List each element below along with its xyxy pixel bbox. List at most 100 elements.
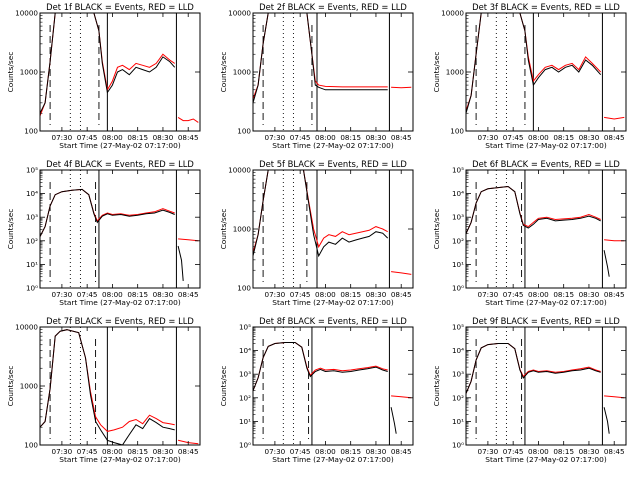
x-tick-label: 08:00 <box>528 133 549 142</box>
x-tick-label: 08:30 <box>153 133 174 142</box>
y-tick-label: 10⁵ <box>26 166 38 175</box>
x-tick-label: 08:15 <box>340 133 361 142</box>
x-tick-label: 07:30 <box>52 447 73 456</box>
x-tick-label: 08:00 <box>528 290 549 299</box>
x-tick-label: 08:30 <box>153 290 174 299</box>
panel-title: Det 9f BLACK = Events, RED = LLD <box>472 316 620 326</box>
y-tick-label: 10³ <box>239 370 251 379</box>
x-tick-label: 07:45 <box>503 133 524 142</box>
y-tick-label: 10⁵ <box>452 166 464 175</box>
events-series-line <box>466 185 610 277</box>
x-tick-label: 08:30 <box>579 290 600 299</box>
y-tick-label: 1000 <box>233 68 252 77</box>
x-tick-label: 07:30 <box>265 447 286 456</box>
y-tick-label: 10000 <box>441 9 464 18</box>
y-axis-label: Counts/sec <box>432 209 441 250</box>
y-tick-label: 10² <box>26 236 38 245</box>
x-tick-label: 08:15 <box>340 290 361 299</box>
y-axis-label: Counts/sec <box>6 366 15 407</box>
plot-frame <box>465 326 627 446</box>
events-series-line <box>40 13 180 131</box>
x-tick-label: 08:00 <box>315 290 336 299</box>
y-tick-label: 10² <box>239 393 251 402</box>
lld-series-line <box>253 170 412 275</box>
y-tick-label: 100 <box>450 127 464 136</box>
x-tick-label: 08:30 <box>366 447 387 456</box>
x-tick-label: 07:45 <box>503 290 524 299</box>
panel-title: Det 2f BLACK = Events, RED = LLD <box>259 2 407 12</box>
x-tick-label: 08:15 <box>127 133 148 142</box>
x-tick-label: 08:00 <box>102 133 123 142</box>
y-axis-label: Counts/sec <box>6 52 15 93</box>
x-tick-label: 08:30 <box>366 290 387 299</box>
x-tick-label: 08:45 <box>178 447 199 456</box>
y-tick-label: 10⁰ <box>452 441 464 450</box>
y-tick-label: 10³ <box>452 213 464 222</box>
x-tick-label: 08:30 <box>366 133 387 142</box>
y-tick-label: 10³ <box>26 213 38 222</box>
panel-6: Det 6f BLACK = Events, RED = LLD 07:30 07:… <box>432 159 627 307</box>
y-tick-label: 10000 <box>15 323 38 332</box>
x-tick-label: 08:15 <box>340 447 361 456</box>
events-series-line <box>40 329 184 445</box>
x-tick-label: 08:45 <box>604 447 625 456</box>
x-axis-label: Start Time (27-May-02 07:17:00) <box>272 455 394 464</box>
events-series-line <box>40 188 184 281</box>
x-axis-label: Start Time (27-May-02 07:17:00) <box>272 298 394 307</box>
x-tick-label: 08:45 <box>178 290 199 299</box>
y-tick-label: 1000 <box>446 68 465 77</box>
events-series-line <box>466 13 606 131</box>
panel-title: Det 5f BLACK = Events, RED = LLD <box>259 159 407 169</box>
x-tick-label: 08:15 <box>553 133 574 142</box>
y-tick-label: 10⁰ <box>26 284 38 293</box>
x-tick-label: 07:45 <box>77 447 98 456</box>
y-tick-label: 100 <box>237 127 251 136</box>
x-axis-label: Start Time (27-May-02 07:17:00) <box>485 455 607 464</box>
x-tick-label: 08:30 <box>579 133 600 142</box>
x-tick-label: 08:00 <box>315 447 336 456</box>
plot-frame <box>465 169 627 289</box>
y-tick-label: 10² <box>452 393 464 402</box>
y-tick-label: 1000 <box>20 68 39 77</box>
x-tick-label: 08:45 <box>391 290 412 299</box>
panel-title: Det 3f BLACK = Events, RED = LLD <box>472 2 620 12</box>
x-tick-label: 07:30 <box>52 133 73 142</box>
x-tick-label: 08:00 <box>528 447 549 456</box>
events-series-line <box>253 13 388 103</box>
y-tick-label: 10⁴ <box>239 346 251 355</box>
y-tick-label: 100 <box>237 284 251 293</box>
y-tick-label: 10¹ <box>26 260 38 269</box>
x-tick-label: 07:30 <box>265 290 286 299</box>
x-tick-label: 07:30 <box>265 133 286 142</box>
y-tick-label: 10⁴ <box>452 346 464 355</box>
panel-9: Det 9f BLACK = Events, RED = LLD 07:30 07:… <box>432 316 627 464</box>
y-axis-label: Counts/sec <box>432 366 441 407</box>
x-tick-label: 07:45 <box>290 447 311 456</box>
x-tick-label: 08:15 <box>127 447 148 456</box>
lld-series-line <box>466 13 625 120</box>
y-tick-label: 10000 <box>15 9 38 18</box>
x-axis-label: Start Time (27-May-02 07:17:00) <box>59 298 181 307</box>
panel-title: Det 1f BLACK = Events, RED = LLD <box>46 2 194 12</box>
panel-3: Det 3f BLACK = Events, RED = LLD 07:30 07:… <box>432 2 627 150</box>
y-tick-label: 1000 <box>233 225 252 234</box>
y-tick-label: 10¹ <box>452 417 464 426</box>
plot-frame <box>39 169 201 289</box>
y-axis-label: Counts/sec <box>219 209 228 250</box>
x-tick-label: 08:00 <box>315 133 336 142</box>
y-axis-label: Counts/sec <box>219 366 228 407</box>
plot-frame <box>252 326 414 446</box>
y-axis-label: Counts/sec <box>432 52 441 93</box>
x-tick-label: 07:45 <box>290 290 311 299</box>
panel-1: Det 1f BLACK = Events, RED = LLD 07:30 07:… <box>6 2 201 150</box>
panel-2: Det 2f BLACK = Events, RED = LLD 07:30 07:… <box>219 2 414 150</box>
x-tick-label: 07:45 <box>77 290 98 299</box>
panel-title: Det 8f BLACK = Events, RED = LLD <box>259 316 407 326</box>
y-tick-label: 10¹ <box>452 260 464 269</box>
x-tick-label: 08:45 <box>178 133 199 142</box>
x-tick-label: 07:30 <box>52 290 73 299</box>
events-series-line <box>253 170 397 288</box>
x-tick-label: 07:45 <box>77 133 98 142</box>
x-axis-label: Start Time (27-May-02 07:17:00) <box>485 141 607 150</box>
events-series-line <box>466 343 610 434</box>
